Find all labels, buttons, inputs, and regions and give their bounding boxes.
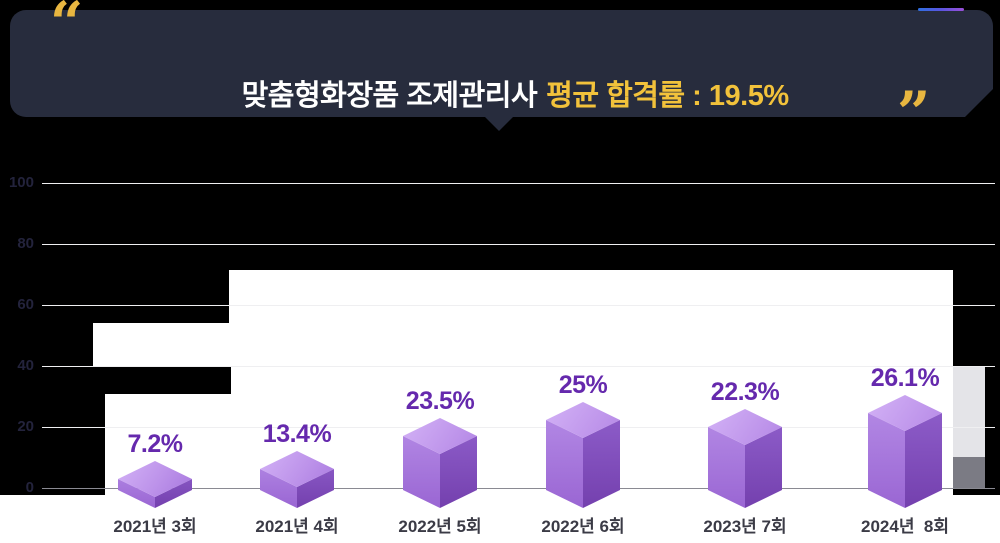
background-block (953, 270, 1000, 366)
bar-cube (118, 461, 192, 508)
background-block (953, 488, 1000, 495)
bar-value-label: 7.2% (127, 430, 183, 458)
header-bubble-tail (485, 117, 513, 131)
x-axis-category-label: 2021년 4회 (255, 517, 339, 536)
bar-value-label: 13.4% (262, 420, 332, 448)
gradient-accent-line (918, 8, 964, 11)
gridline (42, 183, 995, 184)
background-block (0, 366, 231, 394)
gridline (42, 244, 995, 245)
open-quote-icon: “ (50, 0, 84, 57)
y-tick-label: 60 (17, 296, 34, 313)
x-axis-line (42, 488, 995, 489)
background-block (0, 270, 229, 323)
x-axis-category-label: 2022년 5회 (398, 517, 482, 536)
bar-cube (403, 418, 477, 508)
x-axis-category-label: 2023년 7회 (703, 517, 787, 536)
y-tick-label: 80 (17, 235, 34, 252)
header-speech-bubble (10, 10, 993, 117)
bar-cube (868, 395, 942, 508)
bar-cube (260, 451, 334, 508)
page-title-highlight: 평균 합격률 : 19.5% (546, 80, 789, 112)
y-tick-label: 0 (25, 479, 34, 496)
gridline (42, 366, 995, 367)
background-block (953, 457, 985, 488)
y-tick-label: 20 (17, 418, 34, 435)
cube-right-face (905, 413, 942, 508)
bar-cube (546, 402, 620, 508)
x-axis-category-label: 2024년 8회 (861, 517, 949, 536)
background-block (953, 366, 985, 457)
background-block (0, 394, 105, 495)
x-axis-category-label: 2021년 3회 (113, 517, 197, 536)
cube-left-face (868, 413, 905, 508)
y-tick-label: 100 (8, 174, 34, 191)
x-axis-category-label: 2022년 6회 (541, 517, 625, 536)
bar-cube (708, 409, 782, 508)
bar-value-label: 23.5% (405, 387, 475, 415)
background-block (985, 366, 1000, 495)
background-block (0, 323, 93, 366)
gridline (42, 305, 995, 306)
bar-value-label: 22.3% (710, 378, 780, 406)
bar-value-label: 25% (558, 371, 608, 399)
page-title-main: 맞춤형화장품 조제관리사 (241, 80, 538, 112)
bar-value-label: 26.1% (870, 364, 940, 392)
page-title: 맞춤형화장품 조제관리사 평균 합격률 : 19.5% (0, 45, 1000, 147)
close-quote-icon: ” (897, 79, 931, 147)
y-tick-label: 40 (17, 357, 34, 374)
gridline (42, 427, 995, 428)
